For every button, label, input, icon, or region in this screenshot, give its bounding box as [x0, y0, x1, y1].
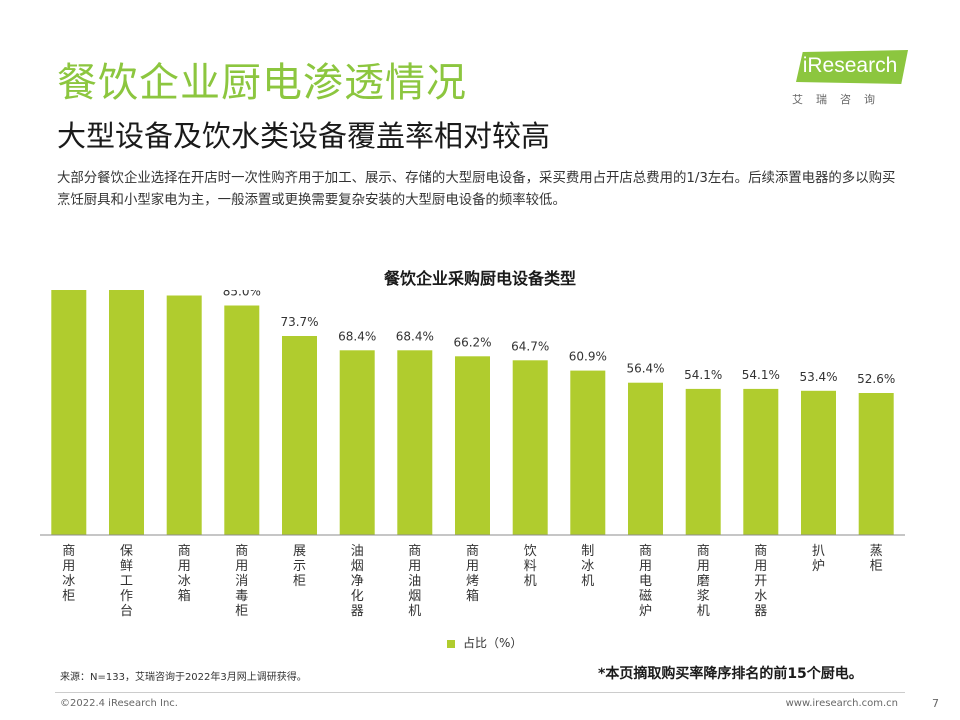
bar-6: [339, 350, 375, 535]
bar-8: [455, 356, 490, 535]
bar-11: [628, 382, 663, 535]
legend-swatch: [447, 639, 455, 648]
value-label-8: 66.2%: [453, 335, 491, 349]
category-label-11: 商用电磁炉: [639, 544, 652, 619]
page-subtitle: 大型设备及饮水类设备覆盖率相对较高: [57, 119, 551, 153]
value-label-14: 53.4%: [799, 370, 837, 384]
bar-9: [512, 360, 548, 535]
logo-mark: [796, 50, 908, 84]
category-label-4: 商用消毒柜: [235, 544, 248, 619]
value-label-7: 68.4%: [396, 329, 434, 343]
bar-1: [51, 290, 87, 535]
category-label-10: 制冰机: [581, 544, 594, 589]
category-label-1: 商用冰柜: [62, 544, 75, 604]
bar-12: [685, 388, 721, 535]
category-label-15: 蒸柜: [870, 544, 883, 574]
source-note: 来源：N=133，艾瑞咨询于2022年3月网上调研获得。: [60, 672, 307, 683]
bar-5: [282, 336, 317, 535]
category-label-3: 商用冰箱: [178, 544, 191, 604]
footnote: *本页摘取购买率降序排名的前15个厨电。: [598, 666, 863, 682]
category-label-8: 商用烤箱: [466, 544, 479, 604]
category-label-6: 油烟净化器: [351, 544, 364, 619]
category-label-9: 饮料机: [524, 544, 537, 589]
bar-10: [570, 370, 606, 535]
logo-name: iResearch: [802, 54, 898, 77]
category-label-13: 商用开水器: [754, 544, 767, 619]
category-label-2: 保鲜工作台: [120, 544, 133, 619]
category-label-12: 商用磨浆机: [697, 544, 710, 619]
copyright: ©2022.4 iResearch Inc.: [60, 698, 178, 709]
bar-3: [166, 295, 202, 535]
value-label-9: 64.7%: [511, 339, 549, 353]
page-title: 餐饮企业厨电渗透情况: [57, 60, 467, 106]
chart-legend: 占比（%）: [447, 634, 522, 651]
value-label-4: 85.0%: [223, 290, 261, 299]
bar-2: [109, 290, 144, 535]
chart-title: 餐饮企业采购厨电设备类型: [383, 269, 576, 288]
legend-label: 占比（%）: [463, 636, 523, 650]
value-label-5: 73.7%: [280, 315, 318, 329]
bar-15: [858, 393, 894, 535]
value-label-15: 52.6%: [857, 372, 895, 386]
logo-subtitle: 艾瑞咨询: [792, 93, 888, 106]
category-label-7: 商用油烟机: [408, 544, 421, 619]
intro-paragraph: 大部分餐饮企业选择在开店时一次性购齐用于加工、展示、存储的大型厨电设备，采买费用…: [57, 171, 896, 208]
bar-4: [224, 305, 260, 535]
website-link[interactable]: www.iresearch.com.cn: [785, 698, 898, 709]
value-label-13: 54.1%: [742, 368, 780, 382]
bar-13: [743, 388, 779, 535]
value-label-11: 56.4%: [626, 362, 664, 376]
bar-7: [397, 350, 433, 535]
page-number: 7: [932, 697, 939, 710]
footer-divider: [55, 692, 905, 693]
iresearch-logo: iResearch 艾瑞咨询: [790, 48, 910, 110]
value-label-10: 60.9%: [569, 350, 607, 364]
value-label-12: 54.1%: [684, 368, 722, 382]
bar-14: [801, 390, 836, 535]
bar-chart: 94.7%商用冰柜91.0%保鲜工作台88.7%商用冰箱85.0%商用消毒柜73…: [40, 290, 905, 619]
category-label-5: 展示柜: [293, 544, 306, 589]
category-label-14: 扒炉: [812, 544, 825, 574]
value-label-6: 68.4%: [338, 329, 376, 343]
